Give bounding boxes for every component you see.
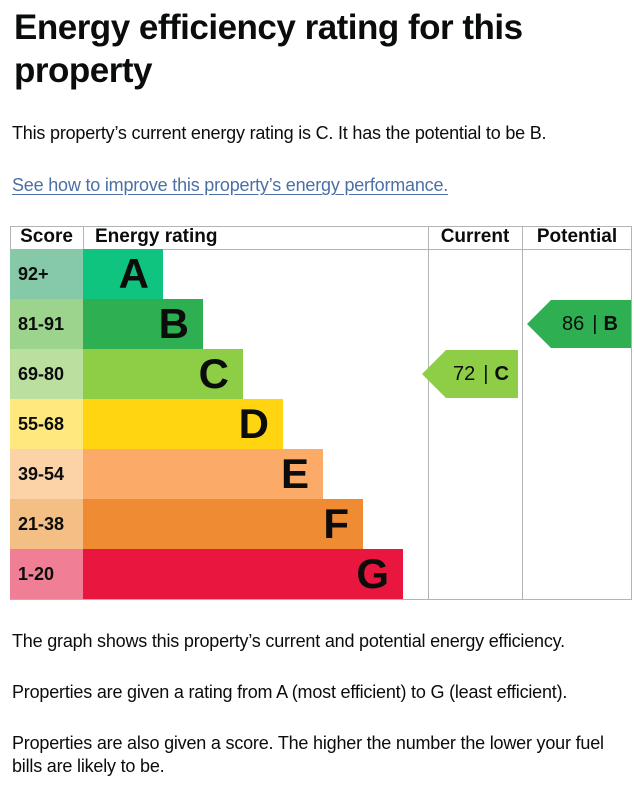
score-range-g: 1-20 — [10, 549, 83, 599]
header-current: Current — [440, 226, 510, 247]
band-bar-a: A — [83, 249, 163, 299]
rating-explanation: Properties are given a rating from A (mo… — [12, 682, 568, 702]
score-column-divider — [83, 226, 84, 249]
graph-description: The graph shows this property’s current … — [12, 631, 565, 651]
score-range-a: 92+ — [10, 249, 83, 299]
score-range-d: 55-68 — [10, 399, 83, 449]
band-bar-c: C — [83, 349, 243, 399]
chart-bottom-border — [10, 599, 632, 600]
band-bar-b: B — [83, 299, 203, 349]
chart-header-border — [10, 249, 632, 250]
potential-rating-separator: | — [592, 312, 598, 335]
current-rating-band: C — [494, 362, 509, 385]
band-row-d: 55-68 D — [10, 399, 632, 449]
score-range-f: 21-38 — [10, 499, 83, 549]
score-range-b: 81-91 — [10, 299, 83, 349]
score-range-c: 69-80 — [10, 349, 83, 399]
improve-performance-link[interactable]: See how to improve this property’s energ… — [12, 175, 449, 195]
page-title: Energy efficiency rating for this proper… — [14, 8, 523, 90]
band-bar-f: F — [83, 499, 363, 549]
band-row-f: 21-38 F — [10, 499, 632, 549]
band-row-a: 92+ A — [10, 249, 632, 299]
chart-right-border — [631, 226, 632, 600]
improve-link-row: See how to improve this property’s energ… — [12, 175, 624, 196]
header-potential: Potential — [536, 226, 618, 247]
current-rating-arrow: 72 | C — [422, 350, 518, 398]
chart-top-border — [10, 226, 632, 227]
header-score: Score — [20, 226, 73, 247]
current-column-divider — [428, 226, 429, 600]
band-row-b: 81-91 B — [10, 299, 632, 349]
band-bar-e: E — [83, 449, 323, 499]
header-energy-rating: Energy rating — [95, 226, 218, 247]
potential-rating-band: B — [603, 312, 618, 335]
potential-column-divider — [522, 226, 523, 600]
band-bar-d: D — [83, 399, 283, 449]
current-rating-separator: | — [483, 362, 489, 385]
potential-rating-arrow: 86 | B — [527, 300, 631, 348]
band-row-e: 39-54 E — [10, 449, 632, 499]
potential-rating-value: 86 — [562, 312, 585, 335]
band-bar-g: G — [83, 549, 403, 599]
energy-rating-chart: Score Energy rating Current Potential 92… — [10, 226, 632, 600]
score-range-e: 39-54 — [10, 449, 83, 499]
band-row-c: 69-80 C — [10, 349, 632, 399]
band-row-g: 1-20 G — [10, 549, 632, 599]
intro-text: This property’s current energy rating is… — [12, 123, 547, 143]
current-rating-value: 72 — [453, 362, 476, 385]
score-explanation: Properties are also given a score. The h… — [12, 733, 604, 776]
